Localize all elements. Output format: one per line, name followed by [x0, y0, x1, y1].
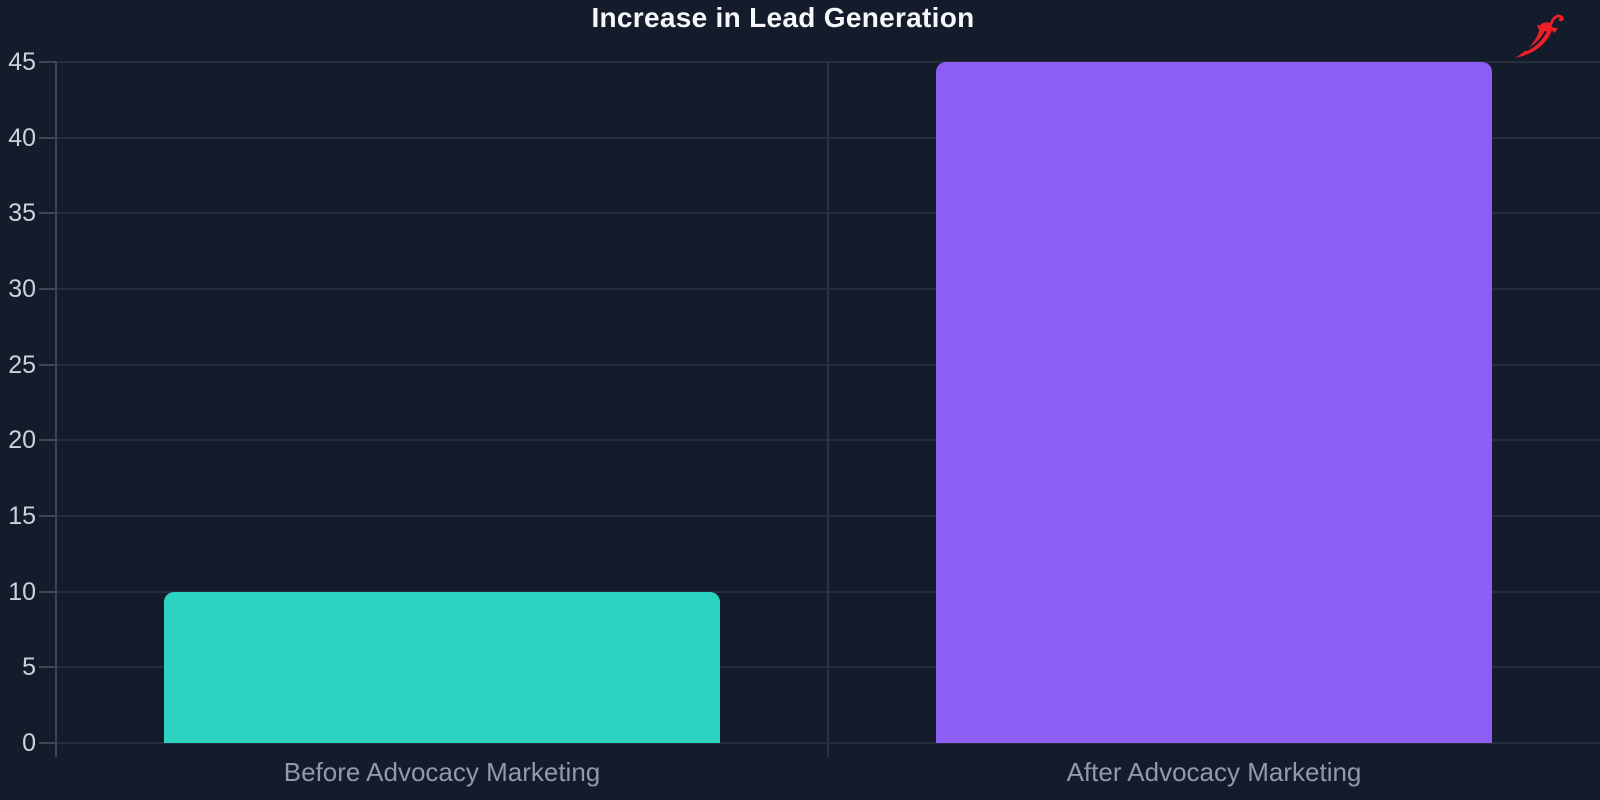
category-divider: [827, 62, 829, 757]
y-tick-label: 5: [22, 653, 36, 682]
y-tick-mark-35: [39, 212, 56, 215]
plot-area: 0 5 10 15 20 25 30 35 40 45 Before Advocacy Market…: [8, 48, 1600, 787]
y-tick-label: 10: [8, 577, 36, 606]
y-tick-mark-45: [39, 61, 56, 63]
y-tick-mark-0: [39, 742, 56, 744]
y-tick-mark-15: [39, 515, 56, 517]
chili-pepper-glyph: [1515, 14, 1564, 58]
y-axis-line: [55, 62, 57, 757]
bar-after-advocacy-marketing[interactable]: [936, 62, 1492, 743]
y-tick-label: 35: [8, 199, 36, 228]
bar-before-advocacy-marketing[interactable]: [164, 591, 720, 743]
y-tick-label: 45: [8, 48, 36, 76]
y-tick-label: 25: [8, 350, 36, 379]
y-tick-mark-5: [39, 666, 56, 669]
y-tick-label: 20: [8, 426, 36, 455]
y-tick-mark-30: [39, 288, 56, 290]
y-tick-mark-10: [39, 590, 56, 593]
chili-pepper-icon: [1515, 14, 1564, 58]
y-tick-label: 40: [8, 123, 36, 152]
y-tick-label: 30: [8, 275, 36, 303]
y-tick-mark-40: [39, 136, 56, 139]
y-tick-label: 0: [22, 729, 36, 757]
chart-title: Increase in Lead Generation: [591, 2, 975, 33]
y-tick-mark-20: [39, 439, 56, 442]
x-axis-label: Before Advocacy Marketing: [283, 757, 601, 787]
y-tick-mark-25: [39, 363, 56, 366]
y-tick-label: 15: [8, 502, 36, 530]
x-axis-label: After Advocacy Marketing: [1066, 757, 1362, 787]
